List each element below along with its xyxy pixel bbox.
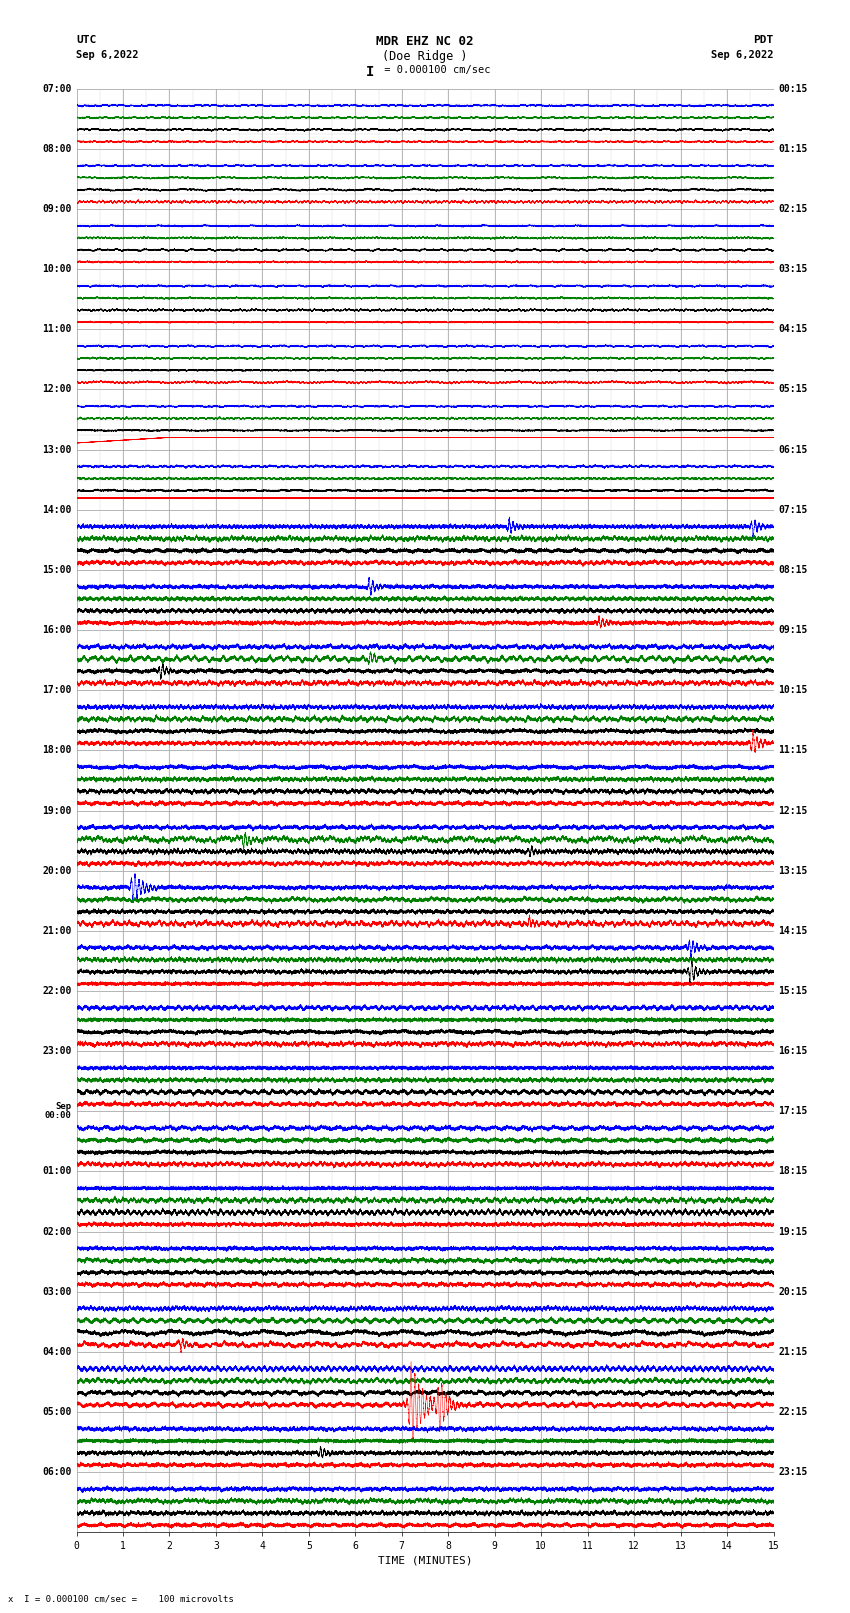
Text: 18:00: 18:00 [42, 745, 71, 755]
Text: 18:15: 18:15 [779, 1166, 808, 1176]
Text: 03:00: 03:00 [42, 1287, 71, 1297]
Text: 21:15: 21:15 [779, 1347, 808, 1357]
Text: 16:15: 16:15 [779, 1047, 808, 1057]
X-axis label: TIME (MINUTES): TIME (MINUTES) [377, 1555, 473, 1566]
Text: 06:15: 06:15 [779, 445, 808, 455]
Text: (Doe Ridge ): (Doe Ridge ) [382, 50, 468, 63]
Text: 12:00: 12:00 [42, 384, 71, 395]
Text: 03:15: 03:15 [779, 265, 808, 274]
Text: 15:15: 15:15 [779, 986, 808, 995]
Text: Sep 6,2022: Sep 6,2022 [711, 50, 774, 60]
Text: 10:15: 10:15 [779, 686, 808, 695]
Text: 00:15: 00:15 [779, 84, 808, 94]
Text: 21:00: 21:00 [42, 926, 71, 936]
Text: 10:00: 10:00 [42, 265, 71, 274]
Text: 13:15: 13:15 [779, 866, 808, 876]
Text: 19:15: 19:15 [779, 1226, 808, 1237]
Text: 04:00: 04:00 [42, 1347, 71, 1357]
Text: 02:00: 02:00 [42, 1226, 71, 1237]
Text: 01:00: 01:00 [42, 1166, 71, 1176]
Text: 20:15: 20:15 [779, 1287, 808, 1297]
Text: 01:15: 01:15 [779, 144, 808, 153]
Text: 07:00: 07:00 [42, 84, 71, 94]
Text: 17:15: 17:15 [779, 1107, 808, 1116]
Text: 23:00: 23:00 [42, 1047, 71, 1057]
Text: I: I [366, 65, 374, 79]
Text: 20:00: 20:00 [42, 866, 71, 876]
Text: 04:15: 04:15 [779, 324, 808, 334]
Text: x  I = 0.000100 cm/sec =    100 microvolts: x I = 0.000100 cm/sec = 100 microvolts [8, 1594, 235, 1603]
Text: 11:00: 11:00 [42, 324, 71, 334]
Text: = 0.000100 cm/sec: = 0.000100 cm/sec [378, 65, 490, 74]
Text: 15:00: 15:00 [42, 565, 71, 574]
Text: 09:00: 09:00 [42, 203, 71, 215]
Text: 12:15: 12:15 [779, 805, 808, 816]
Text: 17:00: 17:00 [42, 686, 71, 695]
Text: 16:00: 16:00 [42, 626, 71, 636]
Text: 08:00: 08:00 [42, 144, 71, 153]
Text: 02:15: 02:15 [779, 203, 808, 215]
Text: 09:15: 09:15 [779, 626, 808, 636]
Text: 11:15: 11:15 [779, 745, 808, 755]
Text: 06:00: 06:00 [42, 1468, 71, 1478]
Text: 13:00: 13:00 [42, 445, 71, 455]
Text: 05:15: 05:15 [779, 384, 808, 395]
Text: Sep: Sep [55, 1102, 71, 1111]
Text: 14:15: 14:15 [779, 926, 808, 936]
Text: 07:15: 07:15 [779, 505, 808, 515]
Text: 19:00: 19:00 [42, 805, 71, 816]
Text: Sep 6,2022: Sep 6,2022 [76, 50, 139, 60]
Text: 08:15: 08:15 [779, 565, 808, 574]
Text: PDT: PDT [753, 35, 774, 45]
Text: 05:00: 05:00 [42, 1407, 71, 1418]
Text: 22:00: 22:00 [42, 986, 71, 995]
Text: 23:15: 23:15 [779, 1468, 808, 1478]
Text: MDR EHZ NC 02: MDR EHZ NC 02 [377, 35, 473, 48]
Text: 22:15: 22:15 [779, 1407, 808, 1418]
Text: 00:00: 00:00 [45, 1111, 71, 1121]
Text: 14:00: 14:00 [42, 505, 71, 515]
Text: UTC: UTC [76, 35, 97, 45]
